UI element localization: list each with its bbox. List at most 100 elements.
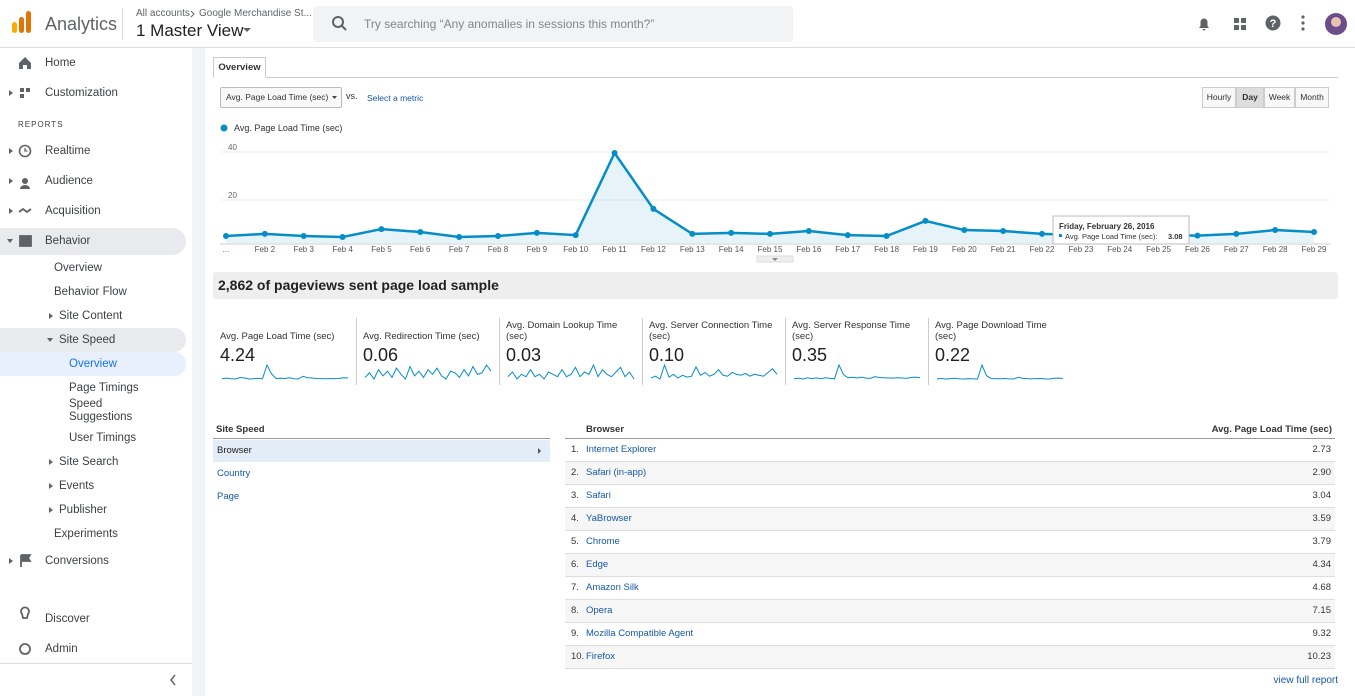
row-name[interactable]: Opera bbox=[586, 605, 613, 616]
row-border bbox=[565, 622, 1335, 623]
row-border bbox=[565, 576, 1335, 577]
row-index: 7. bbox=[571, 582, 579, 593]
x-tick-label: Feb 26 bbox=[1185, 245, 1210, 254]
nav-item[interactable]: Realtime bbox=[45, 145, 91, 157]
data-point bbox=[689, 230, 696, 237]
nav-item[interactable]: Site Content bbox=[59, 310, 123, 322]
search-box[interactable] bbox=[313, 6, 793, 42]
nav-item[interactable]: Overview bbox=[69, 358, 117, 370]
nav-item[interactable]: Discover bbox=[45, 613, 90, 625]
row-name[interactable]: Mozilla Compatible Agent bbox=[586, 628, 694, 639]
y-tick-label: 40 bbox=[228, 143, 237, 152]
row-border bbox=[565, 484, 1335, 485]
scorecard-label: Avg. Redirection Time (sec) bbox=[363, 331, 480, 342]
nav-item[interactable]: Home bbox=[45, 57, 76, 69]
area-fill bbox=[226, 153, 1314, 243]
row-name[interactable]: Safari (in-app) bbox=[586, 467, 647, 478]
sparkline bbox=[221, 363, 349, 380]
divider bbox=[213, 438, 550, 439]
scorecard-label: Avg. Server Response Time (sec) bbox=[792, 320, 911, 342]
nav-item[interactable]: Site Speed bbox=[59, 334, 116, 346]
tooltip-label: Avg. Page Load Time (sec): bbox=[1065, 232, 1157, 241]
data-point bbox=[1077, 232, 1084, 239]
nav-item[interactable]: Speed Suggestions bbox=[69, 398, 133, 423]
dimension-item[interactable]: Page bbox=[217, 491, 240, 502]
x-tick-label: Feb 27 bbox=[1224, 245, 1249, 254]
data-point bbox=[1155, 232, 1162, 239]
x-tick-label: Feb 10 bbox=[563, 245, 588, 254]
nav-item[interactable]: Overview bbox=[54, 262, 102, 274]
scorecard-label: Avg. Server Connection Time (sec) bbox=[649, 320, 773, 342]
data-point bbox=[1233, 230, 1240, 237]
scorecard-label-box: Avg. Server Response Time (sec) bbox=[792, 318, 924, 342]
x-tick-label: Feb 11 bbox=[602, 245, 627, 254]
row-bg bbox=[565, 600, 1335, 623]
row-value: 9.32 bbox=[1312, 628, 1332, 639]
data-point bbox=[611, 150, 618, 156]
select-metric-link[interactable]: Select a metric bbox=[367, 93, 424, 103]
tab[interactable]: Overview bbox=[213, 57, 266, 78]
sparkline bbox=[793, 363, 921, 380]
interval-button[interactable]: Hourly bbox=[1202, 87, 1236, 108]
row-name[interactable]: Amazon Silk bbox=[586, 582, 639, 593]
row-border bbox=[565, 645, 1335, 646]
row-name[interactable]: Internet Explorer bbox=[586, 444, 657, 455]
nav-item[interactable]: Admin bbox=[45, 643, 78, 655]
interval-button[interactable]: Week bbox=[1264, 87, 1295, 108]
row-name[interactable]: Chrome bbox=[586, 536, 620, 547]
data-point bbox=[922, 217, 929, 224]
nav-item[interactable]: Audience bbox=[45, 175, 93, 187]
nav-item[interactable]: Behavior bbox=[45, 235, 91, 247]
dimension-item[interactable]: Country bbox=[217, 468, 251, 479]
dimension-item[interactable]: Browser bbox=[217, 445, 252, 456]
x-tick-label: ... bbox=[223, 245, 230, 254]
nav-item[interactable]: Behavior Flow bbox=[54, 286, 127, 298]
nav-item[interactable]: User Timings bbox=[69, 432, 137, 444]
data-point bbox=[533, 229, 540, 236]
nav-item[interactable]: Page Timings bbox=[69, 382, 139, 394]
x-tick-label: Feb 15 bbox=[758, 245, 783, 254]
data-point bbox=[223, 233, 229, 240]
interval-button[interactable]: Day bbox=[1236, 87, 1264, 108]
row-name[interactable]: Firefox bbox=[586, 651, 616, 662]
row-name[interactable]: YaBrowser bbox=[586, 513, 632, 524]
row-border bbox=[565, 530, 1335, 531]
row-value: 3.59 bbox=[1312, 513, 1332, 524]
row-value: 3.79 bbox=[1312, 536, 1332, 547]
nav-item[interactable]: Events bbox=[59, 480, 95, 492]
nav-item[interactable]: Experiments bbox=[54, 528, 118, 540]
x-tick-label: Feb 9 bbox=[527, 245, 548, 254]
scorecard-label: Avg. Page Download Time (sec) bbox=[935, 320, 1047, 342]
dimension-title: Site Speed bbox=[216, 424, 265, 435]
data-point bbox=[1000, 228, 1007, 234]
nav-item[interactable]: Site Search bbox=[59, 456, 119, 468]
divider bbox=[122, 8, 123, 40]
nav-item[interactable]: Customization bbox=[45, 87, 118, 99]
metric-select[interactable]: Avg. Page Load Time (sec) bbox=[220, 87, 342, 108]
scorecard-value: 0.03 bbox=[506, 345, 542, 365]
interval-button[interactable]: Month bbox=[1295, 87, 1329, 108]
nav-item[interactable]: Publisher bbox=[59, 504, 107, 516]
x-tick-label: Feb 16 bbox=[796, 245, 821, 254]
x-tick-label: Feb 22 bbox=[1030, 245, 1055, 254]
row-name[interactable]: Safari bbox=[586, 490, 611, 501]
data-point bbox=[417, 228, 424, 235]
breadcrumb[interactable]: All accounts bbox=[136, 8, 190, 19]
sparkline bbox=[364, 364, 492, 380]
nav-item[interactable]: Conversions bbox=[45, 555, 109, 567]
breadcrumb[interactable]: Google Merchandise St... bbox=[199, 8, 312, 19]
nav-item[interactable]: Acquisition bbox=[45, 205, 101, 217]
x-tick-label: Feb 19 bbox=[913, 245, 938, 254]
view-full-report[interactable]: view full report bbox=[1273, 675, 1338, 686]
scorecard-value: 4.24 bbox=[220, 345, 256, 365]
scorecard-value: 0.35 bbox=[792, 345, 828, 365]
row-bg bbox=[565, 554, 1335, 577]
nav-highlight bbox=[0, 228, 186, 255]
data-point bbox=[1311, 228, 1317, 235]
view-selector[interactable]: 1 Master View bbox=[136, 21, 244, 40]
x-tick-label: Feb 18 bbox=[874, 245, 899, 254]
row-name[interactable]: Edge bbox=[586, 559, 609, 570]
x-tick-label: Feb 2 bbox=[255, 245, 276, 254]
tooltip-marker bbox=[1059, 234, 1062, 237]
